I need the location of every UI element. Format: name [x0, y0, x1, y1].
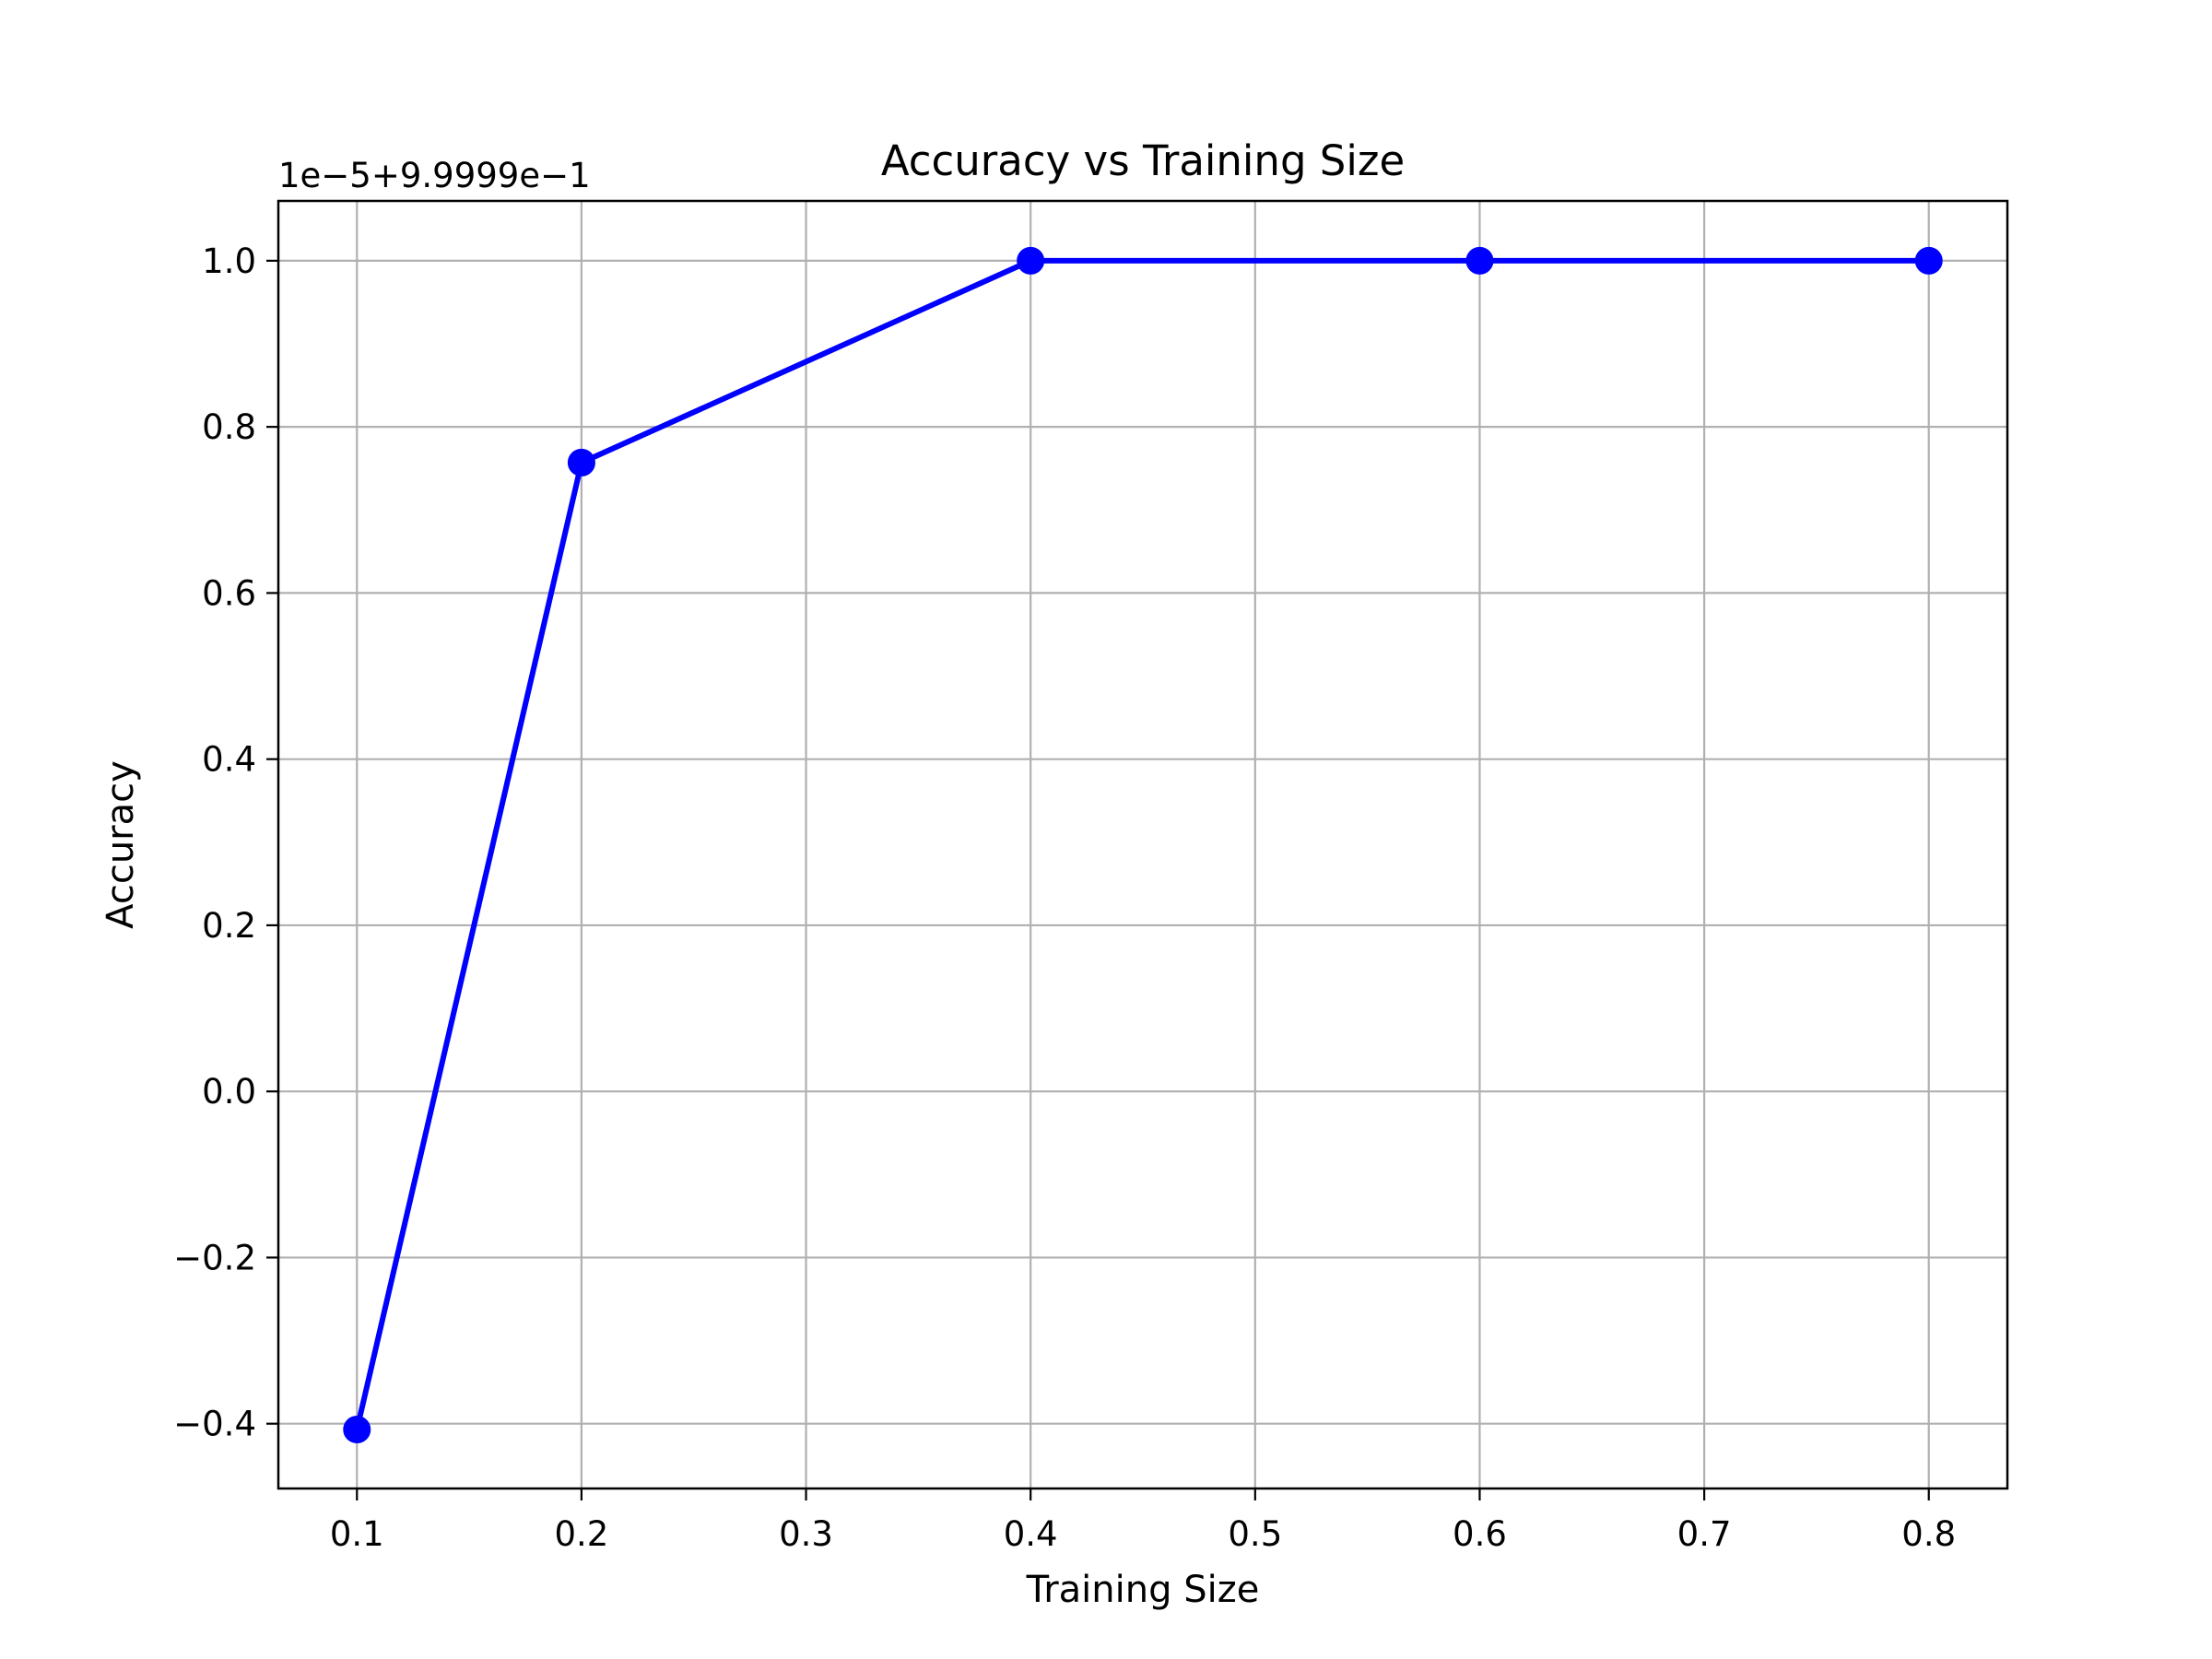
x-tick-label: 0.8 — [1901, 1514, 1956, 1554]
x-tick-label: 0.6 — [1453, 1514, 1507, 1554]
y-tick-label: 0.6 — [202, 573, 256, 613]
data-point-marker — [343, 1416, 371, 1444]
data-point-marker — [1914, 246, 1943, 275]
x-tick-label: 0.2 — [554, 1514, 608, 1554]
y-tick-label: 0.8 — [202, 407, 256, 447]
data-point-marker — [1465, 246, 1494, 275]
grid-lines — [278, 201, 2007, 1488]
tick-labels: 0.1 0.2 0.3 0.4 0.5 0.6 0.7 0.8 −0.4 −0.2 0.0 0.2 0.… — [173, 241, 1956, 1554]
chart-title: Accuracy vs Training Size — [881, 136, 1405, 185]
series-layer — [343, 246, 1943, 1444]
y-tick-label: 1.0 — [202, 241, 256, 281]
x-tick-label: 0.5 — [1228, 1514, 1282, 1554]
x-tick-label: 0.3 — [779, 1514, 833, 1554]
axes-frame — [276, 199, 2009, 1490]
y-tick-label: 0.0 — [202, 1072, 256, 1112]
x-tick-label: 0.1 — [330, 1514, 384, 1554]
y-tick-label: −0.4 — [173, 1405, 256, 1444]
ticks — [266, 259, 1930, 1500]
y-tick-label: −0.2 — [173, 1238, 256, 1277]
x-tick-label: 0.4 — [1004, 1514, 1058, 1554]
y-tick-label: 0.2 — [202, 906, 256, 946]
data-point-marker — [1017, 246, 1045, 275]
y-axis-title: Accuracy — [100, 760, 142, 929]
x-axis-title: Training Size — [1026, 1569, 1260, 1611]
y-tick-label: 0.4 — [202, 740, 256, 780]
x-tick-label: 0.7 — [1677, 1514, 1732, 1554]
data-point-marker — [567, 448, 595, 477]
y-axis-offset-label: 1e−5+9.9999e−1 — [278, 156, 591, 195]
